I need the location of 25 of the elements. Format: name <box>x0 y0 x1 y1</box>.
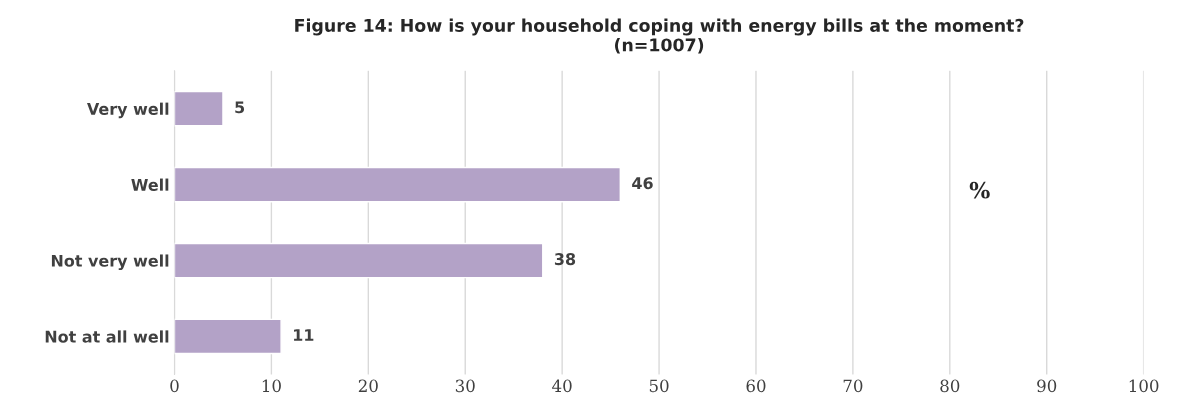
y-tick-label: Not very well <box>51 254 169 271</box>
y-tick-label: Very well <box>87 102 169 119</box>
x-tick-label: 70 <box>843 379 863 393</box>
annotation: % <box>969 181 990 199</box>
x-tick-label: 20 <box>358 379 378 393</box>
x-tick-label: 100 <box>1129 379 1159 393</box>
bar <box>174 90 224 127</box>
x-tick-label: 80 <box>940 379 960 393</box>
y-tick-label: Not at all well <box>45 330 169 343</box>
x-tick-label: 90 <box>1037 379 1057 393</box>
chart-title: Figure 14: How is your household coping with energy bills at the moment? (n=1007) <box>295 18 1024 54</box>
x-tick-label: 30 <box>455 379 475 393</box>
data-label: 11 <box>294 329 314 341</box>
x-tick-label: 50 <box>649 379 669 393</box>
data-label: 46 <box>632 177 653 190</box>
data-label: 38 <box>554 253 576 266</box>
x-tick-label: 40 <box>552 379 572 393</box>
data-label: 5 <box>235 101 245 114</box>
bar <box>174 318 282 355</box>
bar <box>174 242 544 279</box>
x-tick-label: 10 <box>262 379 281 393</box>
x-tick-label: 60 <box>746 379 766 393</box>
y-tick-label: Well <box>131 178 169 191</box>
x-tick-label: 0 <box>170 379 179 393</box>
bar <box>174 166 621 203</box>
